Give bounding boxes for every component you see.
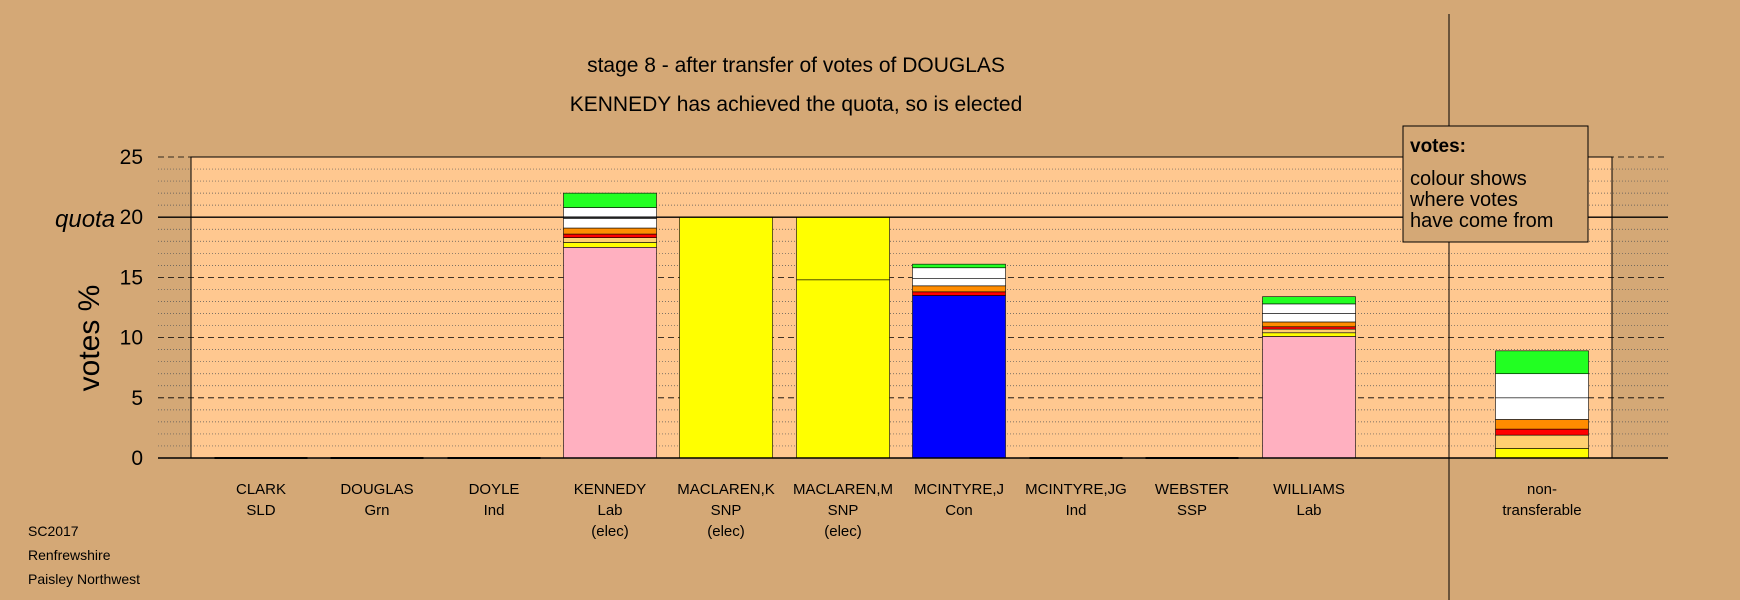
- bar-segment-9-1: [1262, 332, 1356, 337]
- category-label-4-1: SNP: [711, 502, 742, 519]
- bar-segment-10-6: [1495, 350, 1589, 375]
- bar-segment-3-0: [563, 247, 657, 459]
- category-label-2-0: DOYLE: [469, 481, 520, 498]
- legend-title: votes:: [1410, 136, 1466, 157]
- bar-segment-10-0: [1495, 448, 1589, 459]
- y-tick-label: 25: [120, 146, 143, 169]
- bar-segment-9-2: [1262, 328, 1356, 334]
- y-tick-label: 10: [120, 327, 143, 350]
- legend-box: votes: colour shows where votes have com…: [1402, 125, 1589, 243]
- category-label-6-0: MCINTYRE,J: [914, 481, 1004, 498]
- footer-council: Renfrewshire: [28, 547, 111, 563]
- y-tick-label: 20: [120, 206, 143, 229]
- category-label-2-1: Ind: [484, 502, 505, 519]
- bar-segment-5-0: [796, 279, 890, 459]
- footer-ward: Paisley Northwest: [28, 571, 140, 587]
- category-label-1-0: DOUGLAS: [340, 481, 413, 498]
- bar-segment-10-1: [1495, 434, 1589, 449]
- chart-title: stage 8 - after transfer of votes of DOU…: [587, 54, 1005, 77]
- category-label-4-2: (elec): [707, 523, 745, 540]
- bar-segment-3-5: [563, 218, 657, 229]
- y-tick-label: 15: [120, 266, 143, 289]
- category-label-5-2: (elec): [824, 523, 862, 540]
- bar-segment-9-7: [1262, 296, 1356, 305]
- y-tick-label: 5: [131, 387, 143, 410]
- bar-segment-5-1: [796, 216, 890, 281]
- bar-segment-3-7: [563, 192, 657, 208]
- bar-segment-3-1: [563, 242, 657, 248]
- bar-segment-9-5: [1262, 313, 1356, 323]
- category-label-8-0: WEBSTER: [1155, 481, 1229, 498]
- y-axis-label: votes %: [73, 285, 106, 392]
- category-label-3-2: (elec): [591, 523, 629, 540]
- bar-segment-6-0: [912, 295, 1006, 459]
- category-label-9-0: WILLIAMS: [1273, 481, 1345, 498]
- category-label-10-1: transferable: [1502, 502, 1581, 519]
- category-label-4-0: MACLAREN,K: [677, 481, 775, 498]
- bar-segment-10-2: [1495, 428, 1589, 436]
- bar-segment-10-4: [1495, 397, 1589, 420]
- bar-segment-9-0: [1262, 336, 1356, 459]
- category-label-0-1: SLD: [246, 502, 275, 519]
- category-label-3-1: Lab: [597, 502, 622, 519]
- chart-subtitle: KENNEDY has achieved the quota, so is el…: [570, 93, 1023, 116]
- category-label-5-0: MACLAREN,M: [793, 481, 893, 498]
- y-tick-label: 0: [131, 447, 143, 470]
- legend-line-2: where votes: [1409, 189, 1518, 211]
- legend-line-1: colour shows: [1410, 168, 1527, 190]
- bar-segment-6-3: [912, 278, 1006, 287]
- category-label-9-1: Lab: [1296, 502, 1321, 519]
- bar-segment-3-2: [563, 237, 657, 243]
- bar-segment-6-5: [912, 263, 1006, 269]
- category-label-3-0: KENNEDY: [574, 481, 647, 498]
- bar-segment-9-3: [1262, 326, 1356, 330]
- bar-segment-10-5: [1495, 373, 1589, 399]
- bar-segment-6-1: [912, 291, 1006, 296]
- category-label-6-1: Con: [945, 502, 973, 519]
- category-label-1-1: Grn: [364, 502, 389, 519]
- category-label-0-0: CLARK: [236, 481, 286, 498]
- quota-label: quota: [55, 206, 115, 233]
- category-label-7-0: MCINTYRE,JG: [1025, 481, 1127, 498]
- bar-segment-3-4: [563, 227, 657, 235]
- bar-segment-3-3: [563, 233, 657, 238]
- category-label-7-1: Ind: [1066, 502, 1087, 519]
- category-label-5-1: SNP: [828, 502, 859, 519]
- bar-segment-6-4: [912, 267, 1006, 279]
- bar-segment-10-3: [1495, 419, 1589, 430]
- bar-segment-6-2: [912, 285, 1006, 293]
- legend-line-3: have come from: [1410, 210, 1553, 232]
- category-label-8-1: SSP: [1177, 502, 1207, 519]
- footer-election: SC2017: [28, 523, 79, 539]
- bar-segment-9-4: [1262, 321, 1356, 328]
- bar-segment-4-0: [679, 216, 773, 459]
- bar-segment-9-6: [1262, 303, 1356, 314]
- category-label-10-0: non-: [1527, 481, 1557, 498]
